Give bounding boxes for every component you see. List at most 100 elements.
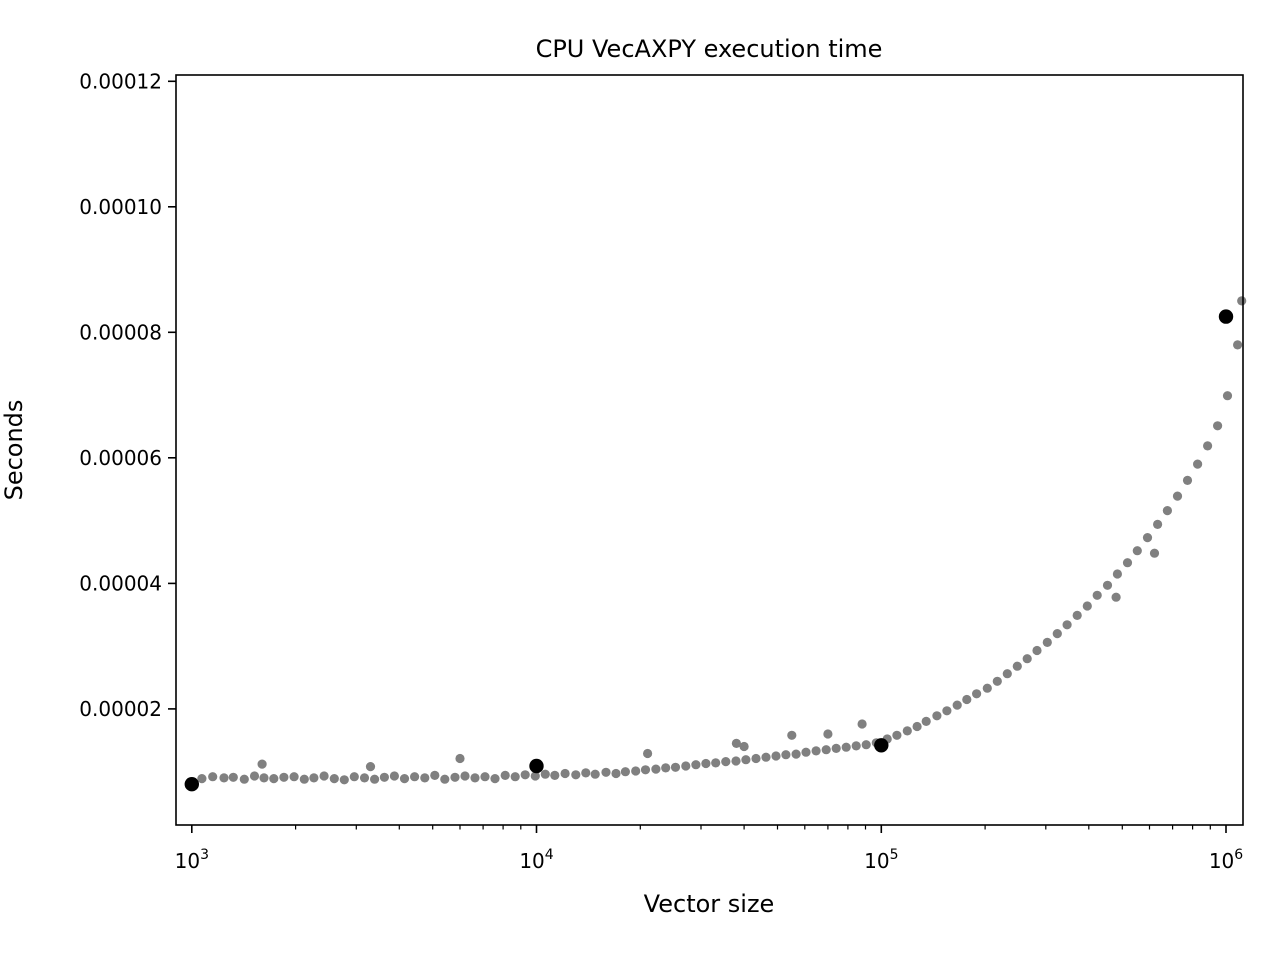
data-point-gray [259, 773, 269, 783]
data-point-gray [410, 772, 420, 782]
x-tick-label: 105 [864, 847, 898, 873]
data-point-gray [912, 721, 922, 732]
x-tick-label: 103 [175, 847, 209, 873]
data-point-gray [470, 773, 480, 783]
data-point-gray [299, 774, 309, 784]
data-point-gray [389, 771, 399, 781]
data-point-gray [1022, 654, 1032, 664]
data-point-black [184, 777, 199, 792]
data-point-gray [601, 767, 611, 777]
data-point-gray [841, 742, 851, 752]
data-point-gray [731, 756, 741, 766]
data-point-gray [420, 773, 430, 783]
data-point-gray [1002, 669, 1012, 679]
data-point-gray [1092, 590, 1102, 600]
data-point-gray [751, 753, 761, 764]
data-point-gray [1193, 459, 1203, 469]
data-point-gray [892, 730, 902, 740]
data-point-gray [681, 761, 691, 771]
data-point-gray [239, 774, 249, 784]
data-point-gray [721, 757, 731, 767]
data-point-gray [791, 749, 801, 759]
data-point-gray [197, 774, 207, 784]
data-point-gray [962, 694, 972, 705]
data-point-gray [581, 768, 591, 778]
data-point-gray [640, 765, 651, 775]
data-point-gray [831, 743, 841, 754]
y-tick-label: 0.00002 [79, 697, 162, 721]
data-point-gray [811, 746, 821, 756]
x-tick-label: 106 [1209, 847, 1243, 873]
data-point-gray [530, 771, 540, 781]
data-point-gray [731, 738, 742, 749]
data-point-gray [339, 775, 349, 785]
data-point-gray [651, 764, 661, 774]
data-point-gray [309, 773, 319, 783]
data-point-gray [691, 760, 701, 770]
data-point-gray [289, 772, 299, 782]
data-point-gray [670, 762, 681, 772]
data-point-gray [952, 700, 962, 710]
data-point-gray [590, 769, 600, 779]
data-point-gray [480, 772, 490, 782]
chart-title: CPU VecAXPY execution time [536, 35, 883, 63]
data-point-gray [440, 774, 450, 784]
data-point-gray [701, 758, 711, 769]
data-point-gray [1203, 441, 1213, 451]
data-point-gray [1042, 637, 1052, 648]
data-point-gray [1062, 620, 1072, 630]
data-point-gray [349, 772, 359, 782]
data-point-gray [455, 753, 465, 764]
data-point-gray [902, 726, 912, 736]
data-point-gray [1149, 548, 1160, 558]
data-point-gray [208, 772, 218, 782]
data-point-gray [399, 774, 410, 784]
data-point-gray [1162, 506, 1172, 516]
data-point-gray [857, 719, 867, 729]
data-point-gray [739, 741, 749, 752]
data-point-gray [1032, 645, 1042, 656]
data-point-gray [228, 772, 238, 782]
data-point-gray [1153, 519, 1163, 530]
data-point-gray [1072, 610, 1082, 621]
data-point-gray [510, 772, 520, 782]
x-tick-label: 104 [519, 847, 553, 873]
data-point-gray [611, 768, 621, 779]
x-axis: 103 104 105 106 [175, 825, 1243, 873]
data-point-gray [711, 758, 721, 768]
data-point-black [529, 758, 544, 774]
data-point-gray [661, 763, 671, 773]
data-point-gray [741, 755, 751, 765]
data-point-gray [1012, 661, 1022, 671]
data-point-gray [550, 770, 560, 781]
data-point-gray [781, 750, 791, 760]
y-axis: 0.00002 0.00004 0.00006 0.00008 0.00010 0.000… [79, 69, 176, 721]
y-tick-label: 0.00008 [79, 320, 162, 344]
data-point-gray [1142, 533, 1153, 543]
data-point-gray [219, 773, 229, 783]
data-point-gray [490, 774, 500, 784]
data-point-gray [861, 740, 871, 750]
data-point-gray [430, 770, 440, 781]
data-point-gray [1111, 592, 1121, 602]
data-point-gray [460, 771, 470, 781]
data-point-gray [1082, 601, 1092, 611]
data-point-gray [520, 770, 530, 780]
data-point-gray [771, 751, 781, 761]
data-point-gray [942, 706, 952, 716]
data-point-gray [932, 711, 942, 721]
data-point-gray [1222, 391, 1233, 401]
data-point-gray [249, 771, 260, 781]
data-point-gray [319, 771, 329, 781]
data-point-gray [279, 772, 289, 782]
data-point-gray [1112, 569, 1122, 579]
data-point-gray [540, 769, 550, 779]
data-point-gray [851, 741, 861, 751]
data-point-gray [787, 730, 797, 740]
data-point-gray [821, 745, 831, 755]
data-point-gray [631, 766, 641, 776]
data-points [184, 296, 1247, 792]
data-point-black [1218, 309, 1234, 324]
data-point-gray [269, 774, 279, 784]
